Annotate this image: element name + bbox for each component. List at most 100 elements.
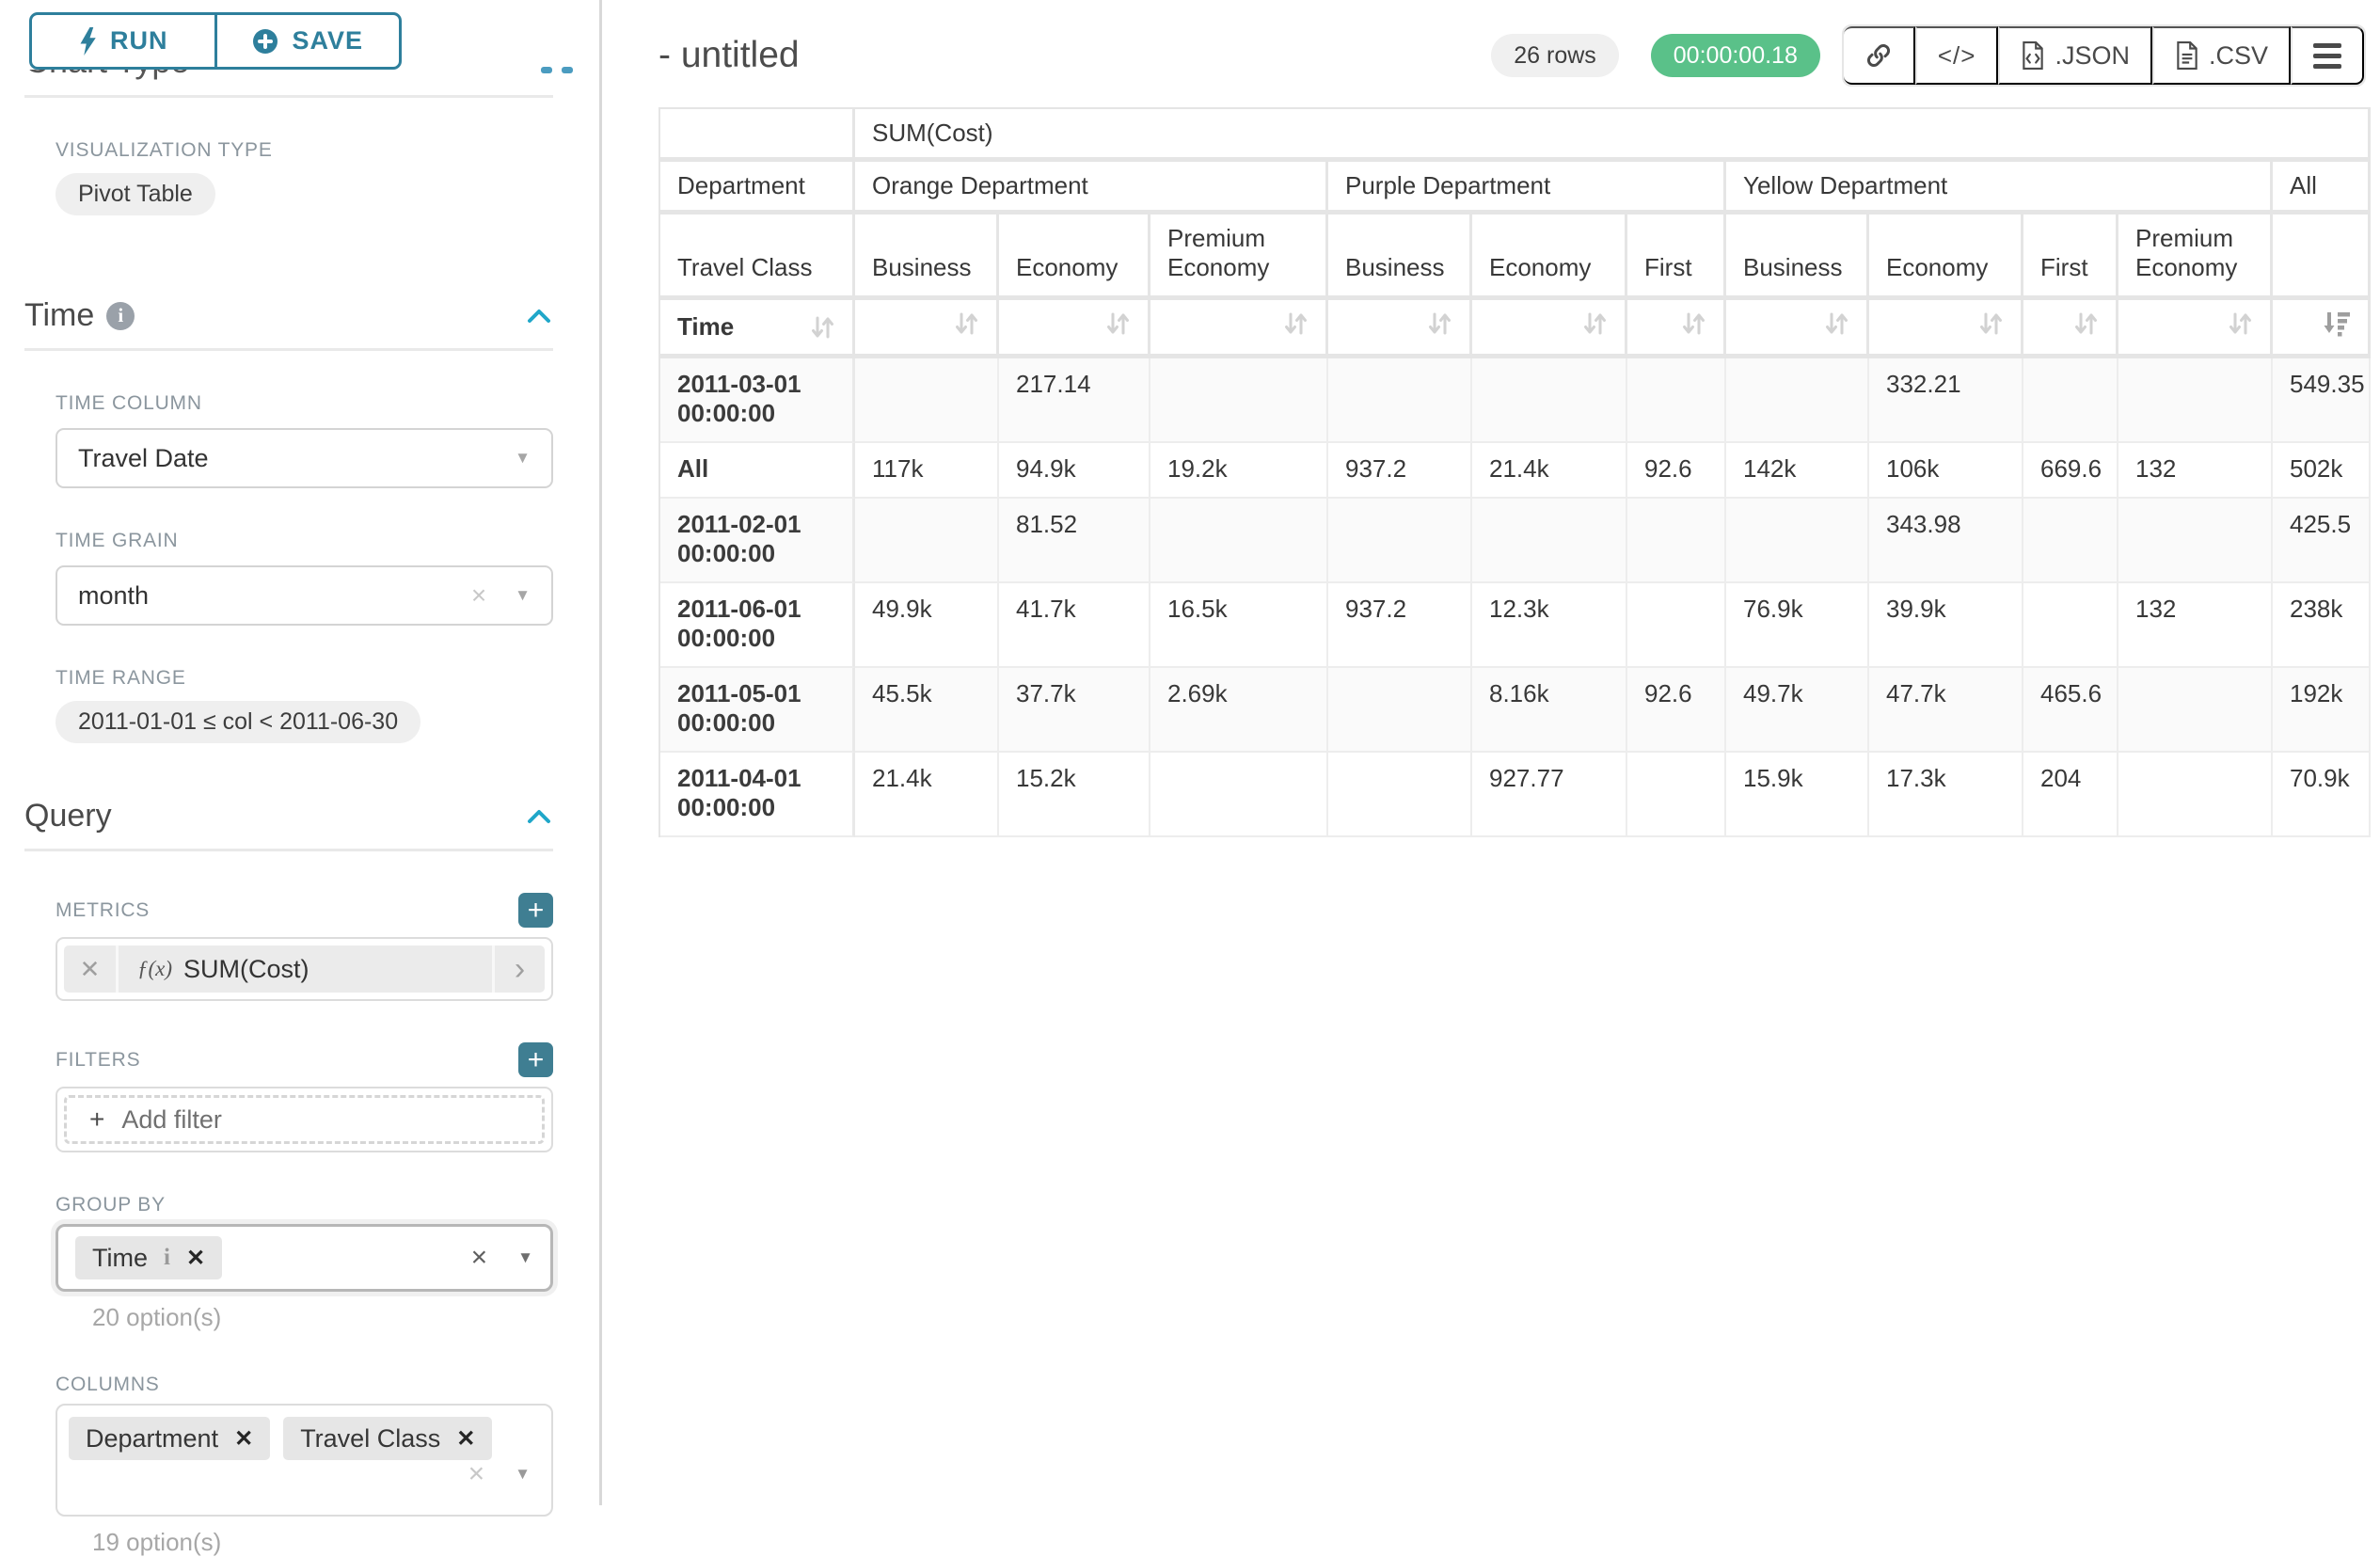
caret-down-icon[interactable]: ▼ — [515, 1465, 531, 1484]
columns-select[interactable]: Department✕ Travel Class ✕ × ▼ — [56, 1404, 553, 1517]
metrics-label: METRICS — [56, 899, 150, 922]
pivot-value-cell: 465.6 — [2023, 668, 2118, 753]
chart-panel: - untitled 26 rows 00:00:00.18 </> — [621, 0, 2380, 1505]
sort-icon[interactable] — [1105, 310, 1131, 338]
remove-metric-icon[interactable]: ✕ — [64, 945, 119, 993]
function-icon: ƒ(x) — [137, 957, 172, 981]
pivot-metric-header: SUM(Cost) — [855, 109, 2371, 162]
pivot-value-cell — [1726, 358, 1869, 443]
remove-tag-icon[interactable]: ✕ — [186, 1245, 205, 1272]
sort-icon[interactable] — [1582, 310, 1608, 338]
sort-icon[interactable] — [1427, 310, 1452, 338]
view-query-button[interactable]: </> — [1915, 26, 1999, 85]
add-filter-button[interactable]: + Add filter — [64, 1095, 545, 1144]
add-metric-button[interactable]: + — [518, 893, 553, 928]
columns-tags: Department✕ Travel Class ✕ — [69, 1417, 492, 1460]
filters-group: FILTERS + + Add filter — [56, 1042, 553, 1152]
pivot-value-cell: 937.2 — [1328, 443, 1472, 499]
sort-icon[interactable] — [2228, 310, 2253, 338]
pivot-value-cell: 21.4k — [1472, 443, 1627, 499]
pivot-value-cell — [2023, 583, 2118, 668]
time-grain-group: TIME GRAIN month × ▼ — [56, 530, 553, 626]
pivot-sort-cell — [2273, 300, 2371, 358]
sort-icon[interactable] — [1681, 310, 1706, 338]
sort-desc-icon[interactable] — [2322, 310, 2351, 338]
pivot-class-header: Economy — [1869, 214, 2023, 300]
pivot-corner-cell — [660, 109, 855, 162]
time-section: Time i TIME COLUMN Travel Date ▼ TIME GR… — [24, 297, 553, 743]
sort-icon[interactable] — [954, 310, 979, 338]
sort-icon[interactable] — [1283, 310, 1309, 338]
run-button-label: RUN — [110, 26, 168, 56]
time-grain-select[interactable]: month × ▼ — [56, 565, 553, 626]
pivot-sort-cell — [1150, 300, 1328, 358]
group-by-tag[interactable]: Timei ✕ — [75, 1236, 222, 1279]
hamburger-icon — [2313, 43, 2341, 69]
scrolled-control-sliver — [541, 67, 552, 73]
pivot-value-cell: 425.5 — [2273, 499, 2371, 583]
pivot-value-cell — [2118, 358, 2273, 443]
time-section-title: Time — [24, 297, 94, 334]
clear-icon[interactable]: × — [468, 1458, 485, 1490]
columns-label: COLUMNS — [56, 1374, 553, 1396]
pivot-value-cell: 19.2k — [1150, 443, 1328, 499]
remove-tag-icon[interactable]: ✕ — [234, 1425, 253, 1453]
pivot-value-cell: 669.6 — [2023, 443, 2118, 499]
sort-icon[interactable] — [1978, 310, 2004, 338]
pivot-value-cell: 15.9k — [1726, 753, 1869, 837]
info-icon[interactable]: i — [164, 1245, 170, 1271]
pivot-table-container: SUM(Cost)DepartmentOrange DepartmentPurp… — [658, 107, 2380, 837]
sort-icon[interactable] — [810, 313, 835, 342]
add-filter-plus-button[interactable]: + — [518, 1042, 553, 1077]
group-by-select[interactable]: Timei ✕ × ▼ — [56, 1224, 553, 1292]
export-button-group: </> .JSON — [1842, 24, 2366, 87]
pivot-value-cell: 21.4k — [855, 753, 999, 837]
pivot-data-row: 2011-03-01 00:00:00217.14332.21549.35 — [660, 358, 2371, 443]
pivot-value-cell: 49.7k — [1726, 668, 1869, 753]
time-range-pill[interactable]: 2011-01-01 ≤ col < 2011-06-30 — [56, 701, 420, 743]
pivot-row-label: 2011-02-01 00:00:00 — [660, 499, 855, 583]
add-filter-label: Add filter — [121, 1105, 222, 1135]
visualization-type-pill[interactable]: Pivot Table — [56, 173, 215, 215]
pivot-data-row: 2011-06-01 00:00:0049.9k41.7k16.5k937.21… — [660, 583, 2371, 668]
run-button[interactable]: RUN — [29, 12, 216, 70]
caret-down-icon[interactable]: ▼ — [517, 1248, 533, 1267]
pivot-sort-cell — [855, 300, 999, 358]
chart-title[interactable]: - untitled — [658, 35, 800, 76]
tag-label: Travel Class — [300, 1424, 440, 1454]
section-divider — [24, 95, 553, 98]
query-section-title: Query — [24, 798, 112, 834]
menu-button[interactable] — [2291, 26, 2364, 85]
pivot-value-cell: 106k — [1869, 443, 2023, 499]
export-csv-label: .CSV — [2209, 41, 2268, 71]
columns-tag[interactable]: Travel Class ✕ — [283, 1417, 492, 1460]
chevron-up-icon[interactable] — [525, 807, 553, 826]
chart-header: - untitled 26 rows 00:00:00.18 </> — [621, 24, 2380, 87]
time-range-label: TIME RANGE — [56, 667, 553, 690]
time-column-select[interactable]: Travel Date ▼ — [56, 428, 553, 488]
sort-icon[interactable] — [2073, 310, 2099, 338]
save-button[interactable]: SAVE — [216, 12, 403, 70]
pivot-value-cell: 343.98 — [1869, 499, 2023, 583]
export-csv-button[interactable]: .CSV — [2152, 26, 2291, 85]
pivot-sort-cell — [1726, 300, 1869, 358]
pivot-value-cell: 142k — [1726, 443, 1869, 499]
clear-icon[interactable]: × — [471, 580, 486, 611]
pivot-value-cell — [1627, 583, 1726, 668]
export-json-button[interactable]: .JSON — [1998, 26, 2152, 85]
metric-name: SUM(Cost) — [183, 955, 309, 984]
share-link-button[interactable] — [1844, 26, 1915, 85]
tag-label: Time — [92, 1244, 148, 1273]
chevron-up-icon[interactable] — [525, 307, 553, 326]
info-icon[interactable]: i — [106, 302, 135, 330]
chevron-right-icon[interactable]: › — [492, 945, 545, 993]
metric-pill[interactable]: ✕ ƒ(x) SUM(Cost) › — [64, 945, 545, 993]
caret-down-icon: ▼ — [515, 586, 531, 605]
pivot-value-cell — [1472, 499, 1627, 583]
sort-icon[interactable] — [1824, 310, 1849, 338]
remove-tag-icon[interactable]: ✕ — [456, 1425, 475, 1453]
pivot-sort-cell — [999, 300, 1150, 358]
clear-icon[interactable]: × — [471, 1242, 488, 1274]
columns-tag[interactable]: Department✕ — [69, 1417, 270, 1460]
pivot-value-cell: 192k — [2273, 668, 2371, 753]
